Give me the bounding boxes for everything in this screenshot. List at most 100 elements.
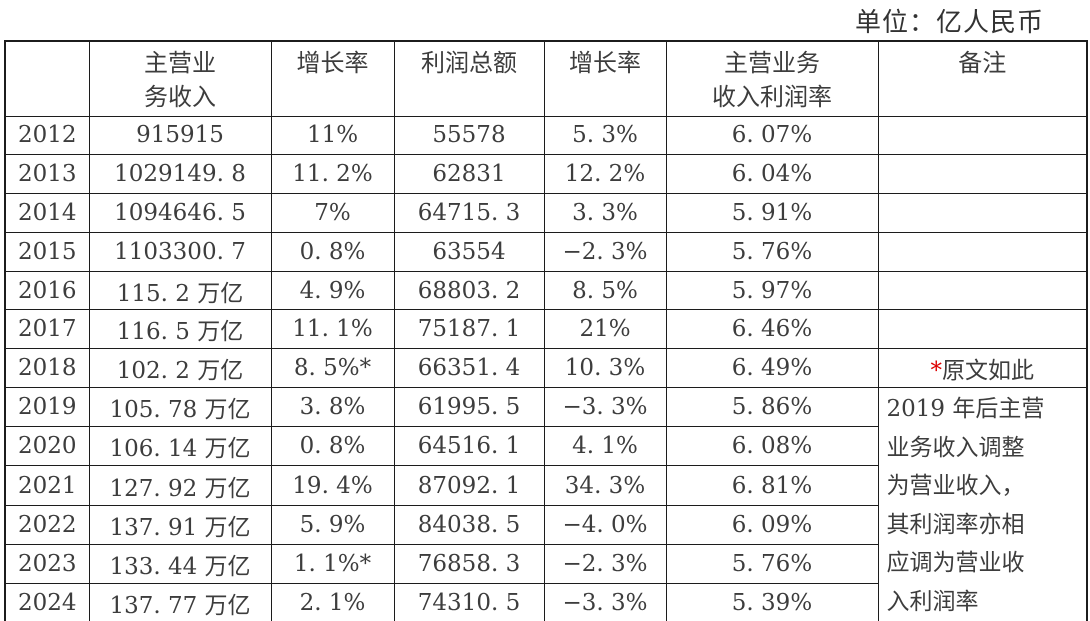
revenue-cell: 137. 91 万亿 <box>88 504 272 545</box>
revenue-growth-cell: 7% <box>270 193 395 233</box>
margin-cell: 5. 76% <box>665 543 879 584</box>
year-cell: 2012 <box>4 115 90 156</box>
header-profit: 利润总额 <box>393 40 545 117</box>
profit-cell: 87092. 1 <box>393 465 545 506</box>
year-cell: 2021 <box>4 465 90 506</box>
profit-cell: 68803. 2 <box>393 270 545 311</box>
revenue-cell: 133. 44 万亿 <box>88 543 272 584</box>
margin-cell: 5. 86% <box>665 387 879 428</box>
table-row-2017: 2017 116. 5 万亿 11. 1% 75187. 1 21% 6. 46… <box>4 309 1088 350</box>
margin-cell: 5. 76% <box>665 231 879 272</box>
year-cell: 2020 <box>4 426 90 467</box>
revenue-cell: 127. 92 万亿 <box>88 465 272 506</box>
profit-cell: 64516. 1 <box>393 426 545 467</box>
year-cell: 2015 <box>4 231 90 272</box>
profit-cell: 74310. 5 <box>393 582 545 621</box>
revenue-growth-cell: 11. 1% <box>270 309 395 350</box>
margin-cell: 6. 08% <box>665 426 879 467</box>
remark-cell <box>877 270 1088 311</box>
revenue-growth-cell: 11% <box>270 115 395 156</box>
year-cell: 2022 <box>4 504 90 545</box>
margin-cell: 6. 81% <box>665 465 879 506</box>
margin-cell: 5. 91% <box>665 193 879 233</box>
profit-growth-cell: 34. 3% <box>543 465 667 506</box>
year-cell: 2018 <box>4 348 90 389</box>
revenue-cell: 105. 78 万亿 <box>88 387 272 428</box>
revenue-growth-cell: 2. 1% <box>270 582 395 621</box>
profit-growth-cell: 8. 5% <box>543 270 667 311</box>
margin-cell: 5. 39% <box>665 582 879 621</box>
margin-cell: 5. 97% <box>665 270 879 311</box>
revenue-cell: 106. 14 万亿 <box>88 426 272 467</box>
profit-cell: 62831 <box>393 154 545 195</box>
margin-cell: 6. 07% <box>665 115 879 156</box>
revenue-growth-cell: 3. 8% <box>270 387 395 428</box>
table-row-2019: 2019 105. 78 万亿 3. 8% 61995. 5 −3. 3% 5.… <box>4 387 1088 621</box>
revenue-cell: 115. 2 万亿 <box>88 270 272 311</box>
profit-growth-cell-negative: −2. 3% <box>543 231 667 272</box>
table-row-2013: 2013 1029149. 8 11. 2% 62831 12. 2% 6. 0… <box>4 154 1088 195</box>
unit-label: 单位：亿人民币 <box>854 8 1044 38</box>
profit-growth-cell-negative: −3. 3% <box>543 387 667 428</box>
header-revenue-growth: 增长率 <box>270 40 395 117</box>
remark-asterisk: * <box>930 358 943 385</box>
profit-growth-cell: 12. 2% <box>543 154 667 195</box>
remark-cell <box>877 231 1088 272</box>
profit-growth-cell: 21% <box>543 309 667 350</box>
revenue-growth-cell: 19. 4% <box>270 465 395 506</box>
profit-cell: 64715. 3 <box>393 193 545 233</box>
margin-cell: 6. 04% <box>665 154 879 195</box>
table-row-2022: 2022 137. 91 万亿 5. 9% 84038. 5 −4. 0% 6.… <box>4 504 1087 545</box>
remark-cell <box>877 193 1088 233</box>
profit-cell: 84038. 5 <box>393 504 545 545</box>
revenue-cell: 1103300. 7 <box>88 231 272 272</box>
year-cell: 2024 <box>4 582 90 621</box>
remark-cell-original-note: *原文如此 <box>877 348 1088 389</box>
header-revenue: 主营业 务收入 <box>88 40 272 117</box>
year-cell: 2017 <box>4 309 90 350</box>
profit-growth-cell: 4. 1% <box>543 426 667 467</box>
year-cell: 2019 <box>4 387 90 428</box>
profit-growth-cell: 10. 3% <box>543 348 667 389</box>
profit-growth-cell: 5. 3% <box>543 115 667 156</box>
table-row-2018: 2018 102. 2 万亿 8. 5%* 66351. 4 10. 3% 6.… <box>4 348 1088 389</box>
profit-growth-cell-negative: −2. 3% <box>543 543 667 584</box>
profit-growth-cell-negative: −3. 3% <box>543 582 667 621</box>
revenue-cell: 102. 2 万亿 <box>88 348 272 389</box>
header-margin: 主营业务 收入利润率 <box>665 40 879 117</box>
remark-cell-merged-note: 2019 年后主营 业务收入调整 为营业收入， 其利润率亦相 应调为营业收 入利… <box>877 387 1088 621</box>
revenue-cell: 116. 5 万亿 <box>88 309 272 350</box>
year-cell: 2016 <box>4 270 90 311</box>
year-cell: 2014 <box>4 193 90 233</box>
table-row-2021: 2021 127. 92 万亿 19. 4% 87092. 1 34. 3% 6… <box>4 465 1087 506</box>
revenue-cell: 1029149. 8 <box>88 154 272 195</box>
revenue-cell: 137. 77 万亿 <box>88 582 272 621</box>
revenue-growth-cell: 0. 8% <box>270 231 395 272</box>
table-row-2024: 2024 137. 77 万亿 2. 1% 74310. 5 −3. 3% 5.… <box>4 582 1087 621</box>
revenue-growth-cell-flagged: 8. 5%* <box>270 348 395 389</box>
year-cell: 2023 <box>4 543 90 584</box>
profit-cell: 75187. 1 <box>393 309 545 350</box>
revenue-growth-cell: 0. 8% <box>270 426 395 467</box>
margin-cell: 6. 09% <box>665 504 879 545</box>
profit-cell: 55578 <box>393 115 545 156</box>
profit-cell: 76858. 3 <box>393 543 545 584</box>
table-row-2016: 2016 115. 2 万亿 4. 9% 68803. 2 8. 5% 5. 9… <box>4 270 1088 311</box>
header-row: 主营业 务收入 增长率 利润总额 增长率 主营业务 收入利润率 备注 <box>4 40 1088 117</box>
table-row-2015: 2015 1103300. 7 0. 8% 63554 −2. 3% 5. 76… <box>4 231 1088 272</box>
header-profit-growth: 增长率 <box>543 40 667 117</box>
remark-cell <box>877 154 1088 195</box>
profit-cell: 63554 <box>393 231 545 272</box>
revenue-cell: 1094646. 5 <box>88 193 272 233</box>
profit-growth-cell-negative: −4. 0% <box>543 504 667 545</box>
header-year <box>4 40 90 117</box>
remark-cell <box>877 115 1088 156</box>
profit-cell: 66351. 4 <box>393 348 545 389</box>
margin-cell: 6. 46% <box>665 309 879 350</box>
remark-cell <box>877 309 1088 350</box>
profit-growth-cell: 3. 3% <box>543 193 667 233</box>
remark-note-text: 原文如此 <box>942 358 1034 385</box>
table-row-2023: 2023 133. 44 万亿 1. 1%* 76858. 3 −2. 3% 5… <box>4 543 1087 584</box>
financial-table: 主营业 务收入 增长率 利润总额 增长率 主营业务 收入利润率 备注 2012 … <box>4 40 1088 621</box>
